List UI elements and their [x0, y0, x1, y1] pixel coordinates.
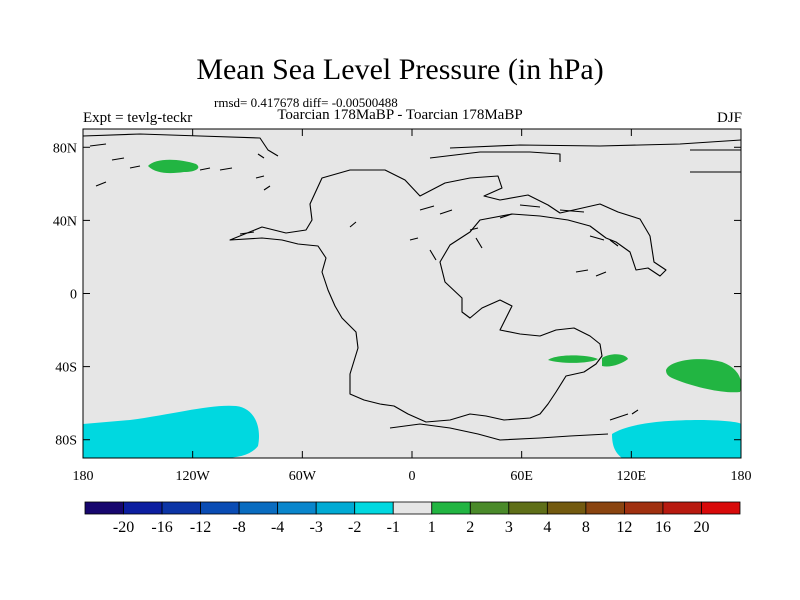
colorbar-label: -2 [348, 519, 361, 536]
map-background [83, 129, 741, 458]
colorbar-swatch [508, 501, 548, 515]
x-tick-label: 120W [176, 469, 211, 484]
anomaly-region-indian-ocean [548, 354, 628, 367]
colorbar-swatch [624, 501, 664, 515]
colorbar-label: -16 [151, 519, 172, 536]
colorbar-label: -1 [387, 519, 400, 536]
colorbar-swatch [161, 501, 201, 515]
chart-subtitle: Toarcian 178MaBP - Toarcian 178MaBP [277, 107, 523, 123]
y-tick-label: 0 [70, 288, 77, 303]
x-tick-label: 180 [73, 469, 94, 484]
stats-label: rmsd= 0.417678 diff= -0.00500488 [214, 95, 398, 110]
colorbar-label: 4 [543, 519, 551, 536]
colorbar-label: 3 [505, 519, 513, 536]
colorbar-label: 8 [582, 519, 590, 536]
colorbar-swatch [701, 501, 741, 515]
axis-tick-labels: 180 120W 60W 0 60E 120E 180 80N 40N 0 40S 80S [53, 141, 752, 484]
colorbar-swatch [585, 501, 625, 515]
experiment-label: Expt = tevlg-teckr [83, 110, 193, 126]
y-tick-label: 40N [53, 214, 77, 229]
colorbar-label: 2 [466, 519, 474, 536]
anomaly-layer [83, 159, 742, 458]
colorbar-swatch [123, 501, 163, 515]
x-tick-label: 120E [617, 469, 647, 484]
y-tick-label: 80N [53, 141, 77, 156]
x-tick-label: 180 [731, 469, 752, 484]
colorbar [84, 501, 741, 515]
colorbar-labels: -20 -16 -12 -8 -4 -3 -2 -1 1 2 3 4 8 12 16 20 [113, 519, 710, 536]
colorbar-swatch [354, 501, 394, 515]
chart-title: Mean Sea Level Pressure (in hPa) [196, 53, 604, 86]
anomaly-region-southwest-pacific [666, 359, 742, 393]
colorbar-swatch [469, 501, 510, 515]
colorbar-swatch [431, 501, 471, 515]
colorbar-swatch [392, 501, 433, 515]
colorbar-label: 1 [428, 519, 436, 536]
colorbar-label: -4 [271, 519, 284, 536]
colorbar-label: 20 [693, 519, 709, 536]
season-label: DJF [716, 110, 742, 126]
colorbar-swatch [315, 501, 356, 515]
axis-ticks [82, 129, 742, 458]
colorbar-swatch [238, 501, 279, 515]
colorbar-label: 12 [616, 519, 632, 536]
colorbar-label: 16 [655, 519, 671, 536]
y-tick-label: 40S [55, 361, 77, 376]
colorbar-swatch [200, 501, 240, 515]
colorbar-label: -8 [232, 519, 245, 536]
anomaly-region-antarctic [612, 420, 741, 458]
colorbar-swatch [277, 501, 317, 515]
x-tick-label: 60E [510, 469, 533, 484]
coastline-main-continent [229, 169, 667, 423]
colorbar-label: -3 [310, 519, 323, 536]
x-tick-label: 60W [289, 469, 317, 484]
coastlines [82, 133, 742, 441]
anomaly-region-south-pacific [83, 405, 260, 458]
coastline-antarctica [389, 423, 609, 441]
colorbar-label: -20 [113, 519, 134, 536]
colorbar-label: -12 [190, 519, 211, 536]
y-tick-label: 80S [55, 434, 77, 449]
coastline-islands [89, 143, 639, 421]
anomaly-region-north-pacific [148, 159, 199, 174]
x-tick-label: 0 [409, 469, 416, 484]
coastline-arctic [82, 133, 742, 173]
colorbar-swatch [84, 501, 124, 515]
colorbar-swatch [546, 501, 587, 515]
colorbar-swatch [662, 501, 702, 515]
